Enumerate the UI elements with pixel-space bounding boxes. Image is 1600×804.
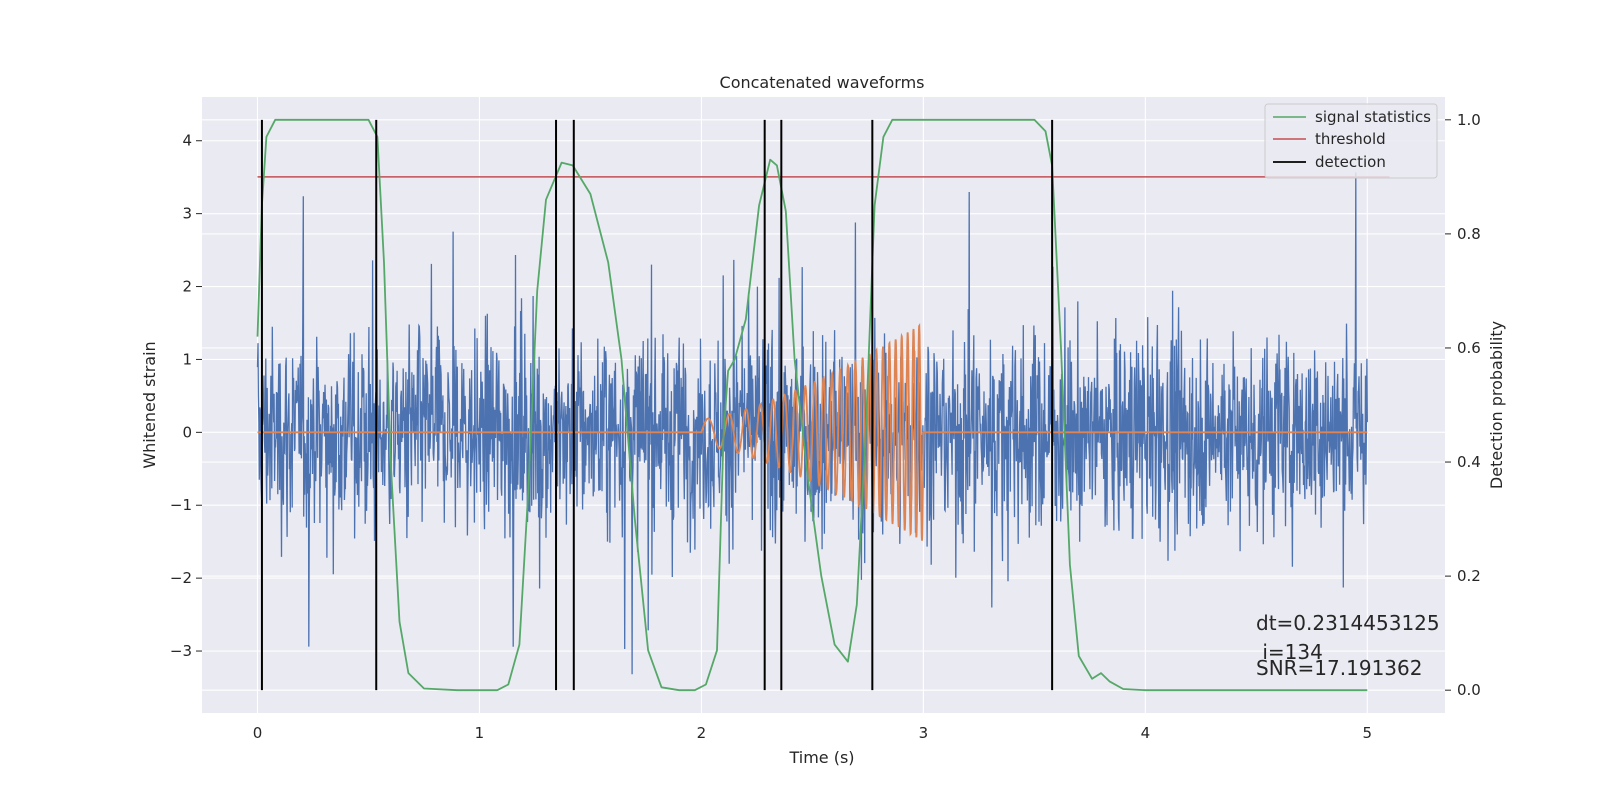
y-axis-left-label: Whitened strain — [140, 341, 159, 468]
y-left-tick-labels: −3 −2 −1 0 1 2 3 4 — [170, 132, 202, 660]
y-left-tick-label: 1 — [182, 350, 192, 368]
y-left-tick-label: 2 — [182, 278, 192, 296]
y-right-tick-label: 0.2 — [1457, 567, 1481, 585]
x-tick-labels: 0 1 2 3 4 5 — [253, 724, 1372, 742]
y-right-tick-labels: 0.0 0.2 0.4 0.6 0.8 1.0 — [1445, 111, 1481, 699]
y-right-tick-label: 1.0 — [1457, 111, 1481, 129]
x-tick-label: 2 — [697, 724, 707, 742]
y-right-tick-label: 0.8 — [1457, 225, 1481, 243]
legend: signal statistics threshold detection — [1264, 103, 1438, 179]
stats-annotation: dt=0.2314453125 i=134 SNR=17.191362 — [1256, 611, 1440, 680]
x-axis-label: Time (s) — [788, 748, 854, 767]
y-right-tick-label: 0.6 — [1457, 339, 1481, 357]
x-tick-label: 1 — [475, 724, 485, 742]
x-tick-label: 5 — [1363, 724, 1373, 742]
legend-label-signal-statistics: signal statistics — [1315, 108, 1431, 126]
x-tick-label: 4 — [1141, 724, 1151, 742]
signal-statistics-line — [256, 118, 1368, 692]
series-layer — [256, 118, 1390, 692]
x-tick-label: 0 — [253, 724, 263, 742]
legend-label-detection: detection — [1315, 153, 1386, 171]
y-right-tick-label: 0.0 — [1457, 681, 1481, 699]
y-left-tick-label: −3 — [170, 642, 192, 660]
injected-signal-line — [257, 322, 1368, 541]
annotation-snr: SNR=17.191362 — [1256, 656, 1422, 680]
y-axis-right-label: Detection probability — [1487, 321, 1506, 489]
y-left-tick-label: 4 — [182, 132, 192, 150]
y-left-tick-label: −2 — [170, 569, 192, 587]
chart-title: Concatenated waveforms — [720, 73, 925, 92]
legend-label-threshold: threshold — [1315, 130, 1386, 148]
y-left-tick-label: 0 — [182, 423, 192, 441]
legend-box — [1264, 103, 1438, 179]
y-right-tick-label: 0.4 — [1457, 453, 1481, 471]
y-left-tick-label: −1 — [170, 496, 192, 514]
annotation-dt: dt=0.2314453125 — [1256, 611, 1440, 635]
y-left-tick-label: 3 — [182, 205, 192, 223]
annotation-index: i=134 — [1256, 640, 1323, 664]
x-tick-label: 3 — [919, 724, 929, 742]
